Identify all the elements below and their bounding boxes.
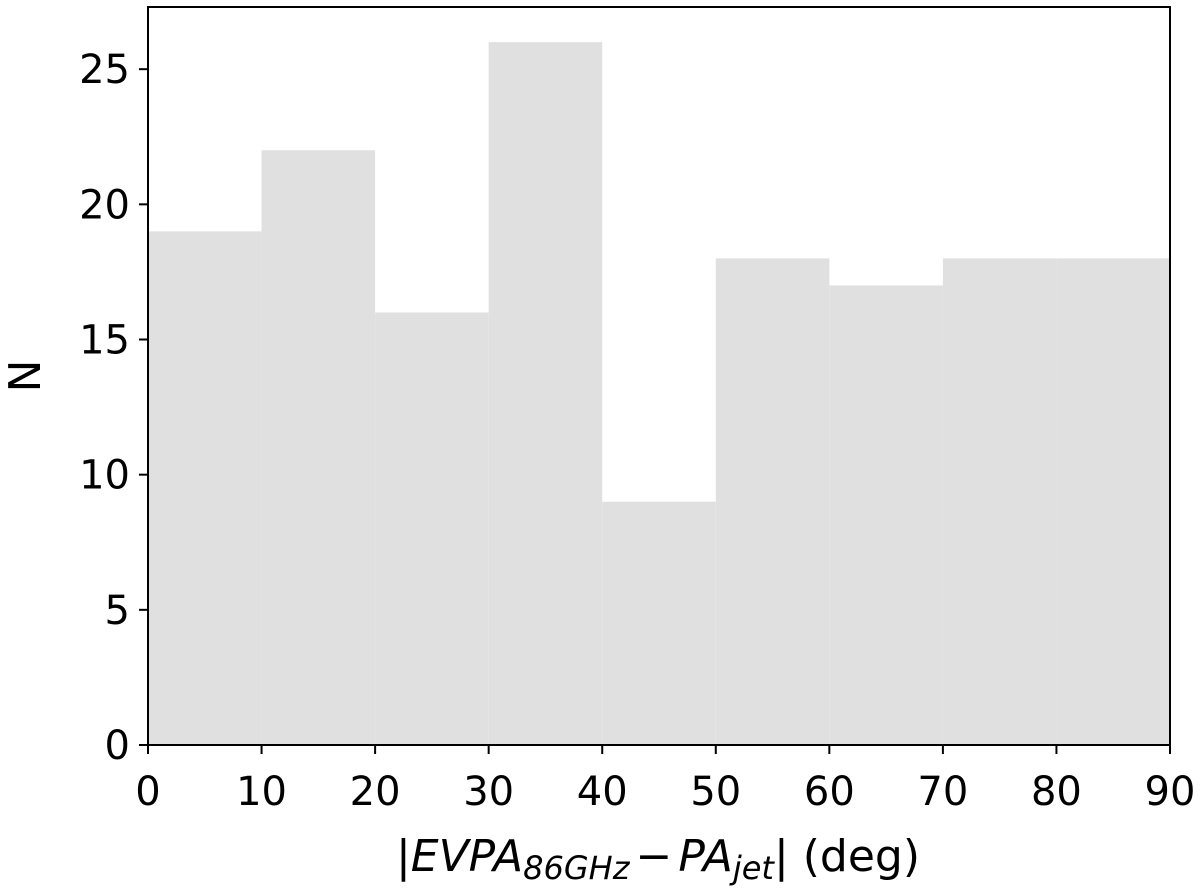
x-label-term2: PA (678, 831, 732, 882)
histogram-bar-2 (375, 312, 489, 745)
x-axis-label: |EVPA86GHz − PAjet| (deg) (396, 831, 920, 887)
x-label-minus: − (636, 831, 673, 882)
y-tick-label-0: 0 (105, 723, 130, 769)
x-tick-label-1: 10 (236, 769, 287, 815)
histogram-bar-4 (602, 501, 716, 745)
x-label-term1-sub: 86GHz (523, 849, 631, 887)
x-label-term1: EVPA (411, 831, 523, 882)
x-tick-label-7: 70 (917, 769, 968, 815)
y-tick-label-2: 10 (79, 453, 130, 499)
histogram-bar-3 (488, 42, 603, 745)
x-label-open: | (396, 831, 411, 882)
y-tick-label-5: 25 (79, 47, 130, 93)
x-tick-label-5: 50 (690, 769, 741, 815)
histogram-bars (148, 42, 1170, 745)
histogram-bar-7 (942, 258, 1057, 745)
x-tick-label-6: 60 (804, 769, 855, 815)
histogram-bar-6 (829, 285, 943, 745)
x-axis-ticks: 0 10 20 30 40 50 60 70 80 90 (135, 745, 1195, 815)
x-label-unit: (deg) (789, 831, 920, 882)
y-tick-label-1: 5 (105, 588, 130, 634)
x-tick-label-9: 90 (1145, 769, 1196, 815)
y-axis-ticks: 0 5 10 15 20 25 (79, 47, 148, 769)
y-tick-label-4: 20 (79, 182, 130, 228)
y-tick-label-3: 15 (79, 318, 130, 364)
x-label-term2-sub: jet (729, 849, 776, 887)
histogram-bar-0 (148, 231, 262, 745)
plot-frame (147, 6, 1171, 746)
x-label-close: | (774, 831, 789, 882)
x-tick-label-3: 30 (463, 769, 514, 815)
histogram-bar-1 (261, 150, 376, 745)
histogram-bar-8 (1056, 258, 1170, 745)
x-tick-label-2: 20 (350, 769, 401, 815)
histogram-bar-5 (715, 258, 830, 745)
y-axis-label: N (0, 360, 51, 393)
x-tick-label-8: 80 (1031, 769, 1082, 815)
x-tick-label-4: 40 (577, 769, 628, 815)
x-tick-label-0: 0 (135, 769, 160, 815)
